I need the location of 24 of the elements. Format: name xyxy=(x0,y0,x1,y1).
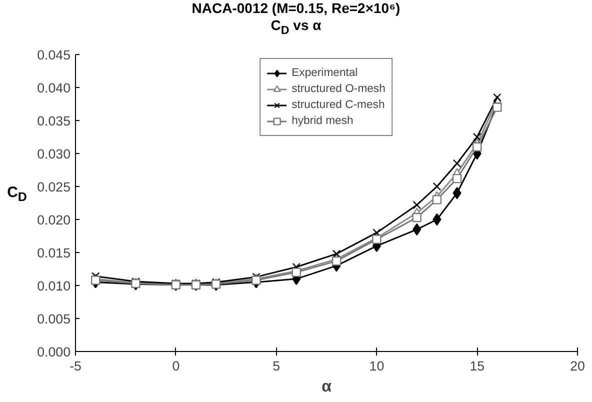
legend-label: hybrid mesh xyxy=(292,114,354,129)
chart-subtitle: C$_{D}$ vs α xyxy=(270,17,322,39)
y-tick-label: 0.025 xyxy=(37,180,71,194)
legend-label: structured O-mesh xyxy=(292,82,386,97)
y-tick-label: 0.015 xyxy=(37,246,71,260)
y-tick-label: 0.040 xyxy=(37,80,71,96)
x-tick-label: 15 xyxy=(470,358,485,374)
y-tick-label: 0.035 xyxy=(37,114,71,128)
legend-label: Experimental xyxy=(292,66,358,81)
x-axis-title: α xyxy=(322,378,332,396)
x-tick-label: -5 xyxy=(70,358,82,374)
y-tick-label: 0.010 xyxy=(37,278,71,294)
legend-label: structured C-mesh xyxy=(292,98,385,113)
y-tick-label: 0.005 xyxy=(37,312,71,326)
y-tick-label: 0.020 xyxy=(37,212,71,228)
y-axis-title: C$_{D}$ xyxy=(7,184,27,206)
y-tick-label: 0.000 xyxy=(37,344,71,360)
y-tick-label: 0.045 xyxy=(37,48,71,62)
x-tick-label: 20 xyxy=(570,358,585,374)
y-tick-label: 0.030 xyxy=(37,146,71,162)
x-tick-label: 5 xyxy=(272,358,280,374)
chart-title: NACA-0012 (M=0.15, Re=2×10⁶) xyxy=(192,0,400,17)
x-tick-label: 10 xyxy=(369,358,384,374)
x-tick-label: 0 xyxy=(172,358,180,374)
